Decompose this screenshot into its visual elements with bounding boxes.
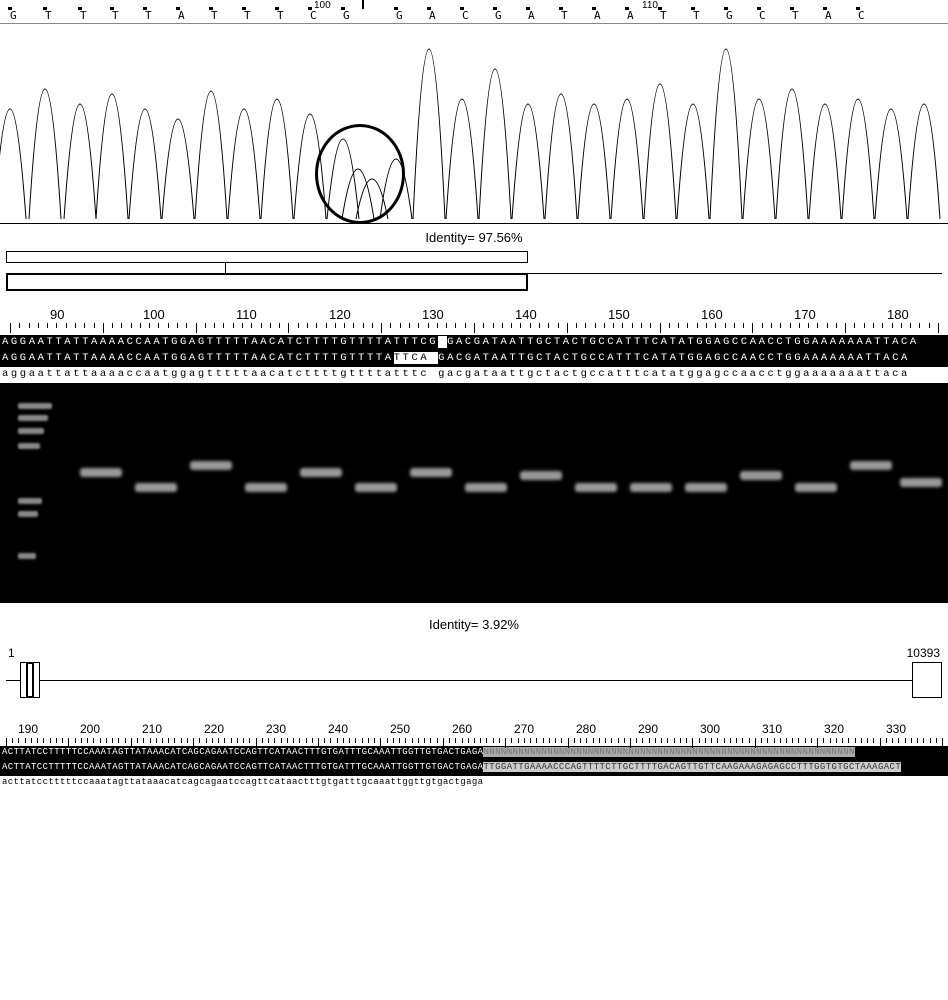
- base: T: [45, 9, 52, 22]
- base: T: [693, 9, 700, 22]
- base: A: [178, 9, 185, 22]
- base: A: [528, 9, 535, 22]
- seq2-cons: acttatcctttttccaaatagttataaacatcagcagaat…: [0, 776, 948, 791]
- base: T: [80, 9, 87, 22]
- base: T: [277, 9, 284, 22]
- hsp-bar-2: 1 10393: [0, 646, 948, 706]
- gel-band: [80, 468, 122, 477]
- chromatogram-panel: [0, 24, 948, 224]
- gel-band: [850, 461, 892, 470]
- alignment-2: ACTTATCCTTTTTCCAAATAGTTATAAACATCAGCAGAAT…: [0, 746, 948, 791]
- base: T: [561, 9, 568, 22]
- hsp1-bottom: [6, 273, 528, 291]
- base: C: [759, 9, 766, 22]
- gel-band: [740, 471, 782, 480]
- hsp2-start: 1: [8, 646, 15, 660]
- alignment-1: AGGAATTATTAAAACCAATGGAGTTTTTAACATCTTTTGT…: [0, 335, 948, 383]
- ruler-2: 1902002102202302402502602702802903003103…: [0, 706, 948, 746]
- base: A: [627, 9, 634, 22]
- hsp1-top: [6, 251, 528, 263]
- base: A: [594, 9, 601, 22]
- gel-panel: [0, 383, 948, 603]
- cursor-mark: [362, 0, 364, 9]
- base: C: [462, 9, 469, 22]
- base: G: [495, 9, 502, 22]
- gel-band: [135, 483, 177, 492]
- gel-band: [355, 483, 397, 492]
- identity-1: Identity= 97.56%: [0, 224, 948, 251]
- gel-band: [245, 483, 287, 492]
- chromatogram-svg: [0, 24, 948, 224]
- gel-band: [900, 478, 942, 487]
- mutation-circle: [315, 124, 405, 224]
- base: T: [145, 9, 152, 22]
- gel-band: [190, 461, 232, 470]
- base: G: [343, 9, 350, 22]
- base: G: [726, 9, 733, 22]
- hsp-bar-1: [0, 251, 948, 295]
- gel-band: [520, 471, 562, 480]
- hsp2-baseline: [6, 680, 942, 681]
- hsp2-right-box: [912, 662, 942, 698]
- gel-band: [300, 468, 342, 477]
- identity-2: Identity= 3.92%: [0, 603, 948, 646]
- base: T: [112, 9, 119, 22]
- hsp1-notch: [225, 263, 226, 273]
- base: T: [244, 9, 251, 22]
- gel-band: [575, 483, 617, 492]
- gel-band: [465, 483, 507, 492]
- gel-band: [795, 483, 837, 492]
- hsp2-left-innerbox: [26, 662, 34, 698]
- seq2-qry: ACTTATCCTTTTTCCAAATAGTTATAAACATCAGCAGAAT…: [0, 761, 948, 776]
- base: G: [10, 9, 17, 22]
- pos-110: 110: [642, 0, 658, 11]
- gel-band: [685, 483, 727, 492]
- seq1-cons: aggaattattaaaaccaatggagtttttaacatcttttgt…: [0, 367, 948, 383]
- hsp2-end: 10393: [907, 646, 940, 660]
- gel-band: [410, 468, 452, 477]
- gel-band: [630, 483, 672, 492]
- base: C: [310, 9, 317, 22]
- base: T: [211, 9, 218, 22]
- top-position-row: 100 110 GTTTTATTTCGGACGATAATTGCTAC: [0, 0, 948, 24]
- base: A: [825, 9, 832, 22]
- base: T: [792, 9, 799, 22]
- base: C: [858, 9, 865, 22]
- ruler-1: 90100110120130140150160170180: [0, 295, 948, 335]
- base: G: [396, 9, 403, 22]
- seq1-qry: AGGAATTATTAAAACCAATGGAGTTTTTAACATCTTTTGT…: [0, 351, 948, 367]
- base: A: [429, 9, 436, 22]
- seq1-ref: AGGAATTATTAAAACCAATGGAGTTTTTAACATCTTTTGT…: [0, 335, 948, 351]
- base: T: [660, 9, 667, 22]
